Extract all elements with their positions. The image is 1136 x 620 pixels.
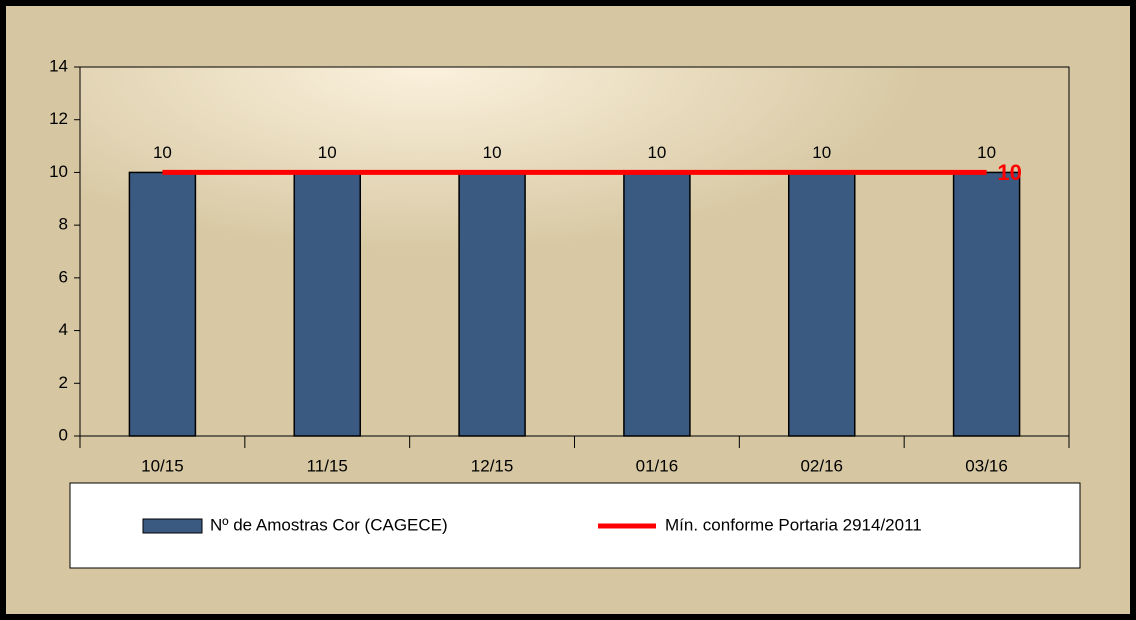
bar [788, 171, 856, 437]
legend-label: Mín. conforme Portaria 2914/2011 [665, 515, 922, 534]
bar [623, 171, 691, 437]
data-label: 10 [997, 160, 1021, 185]
plot-area [79, 66, 1070, 437]
legend-label: Nº de Amostras Cor (CAGECE) [210, 515, 448, 534]
legend-swatch [142, 518, 203, 534]
x-tick-label: 03/16 [965, 456, 1008, 475]
data-label: 10 [318, 143, 337, 162]
bar [952, 171, 1021, 437]
data-label: 10 [647, 143, 666, 162]
y-tick-label: 12 [49, 109, 68, 128]
legend [69, 482, 1081, 569]
y-tick-label: 6 [59, 267, 68, 286]
data-label: 10 [153, 143, 172, 162]
x-tick-label: 12/15 [471, 456, 514, 475]
bar [128, 171, 197, 437]
data-label: 10 [812, 143, 831, 162]
y-tick-label: 14 [49, 56, 68, 75]
y-tick-label: 10 [49, 162, 68, 181]
y-tick-label: 0 [59, 425, 68, 444]
x-tick-label: 01/16 [636, 456, 679, 475]
x-tick-label: 02/16 [800, 456, 843, 475]
data-label: 10 [483, 143, 502, 162]
bar [293, 171, 361, 437]
y-tick-label: 4 [59, 320, 68, 339]
data-label: 10 [977, 143, 996, 162]
x-tick-label: 10/15 [141, 456, 184, 475]
y-tick-label: 8 [59, 215, 68, 234]
x-tick-label: 11/15 [307, 456, 348, 475]
y-tick-label: 2 [59, 373, 68, 392]
bar [458, 171, 526, 437]
